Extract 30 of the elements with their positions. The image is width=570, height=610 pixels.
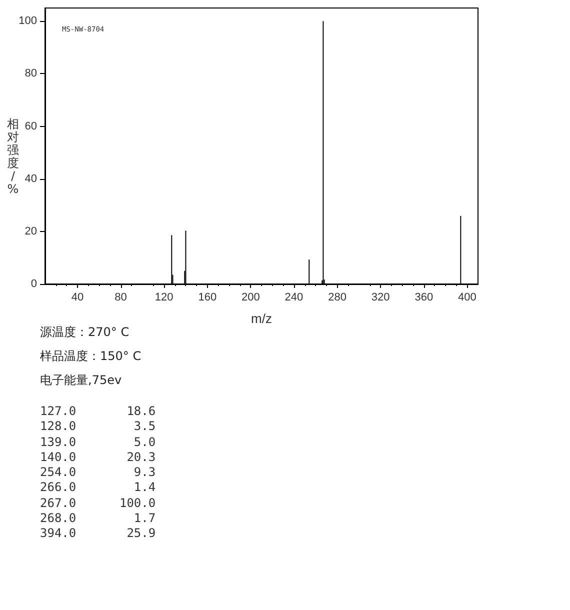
text: 254.0 9.3 [40,465,156,480]
x-tick-label: 160 [198,292,217,304]
x-tick-label: 240 [284,292,304,304]
x-tick-label: 360 [414,292,434,304]
x-tick-label: 200 [241,292,260,304]
text: 128.0 3.5 [40,419,156,435]
x-tick-label: 400 [458,292,476,304]
x-tick-label: 120 [154,292,174,304]
y-tick-label: 60 [24,120,37,132]
y-tick-label: 80 [24,68,37,80]
text: 源温度：270° C [40,324,130,341]
x-tick-label: 80 [114,292,127,304]
y-axis-title: 相对强度/% [6,117,20,196]
y-tick-label: 20 [24,225,37,238]
text: 样品温度：150° C [40,348,142,365]
x-tick-label: 40 [71,292,84,304]
x-tick-label: 280 [328,292,346,304]
text: 电子能量,75ev [40,372,123,389]
x-axis-title: m/z [251,311,272,326]
text: 127.0 18.6 [40,404,156,420]
text: 139.0 5.0 [40,434,156,450]
y-tick-label: 40 [24,172,37,185]
y-tick-label: 0 [30,278,37,290]
text: 266.0 1.4 [40,480,156,496]
text: 268.0 1.7 [40,511,156,526]
x-tick-label: 320 [371,292,390,304]
text: 140.0 20.3 [40,450,156,466]
text: 394.0 25.9 [40,526,156,542]
text: 267.0 100.0 [40,496,156,512]
y-tick-label: 100 [18,15,37,28]
